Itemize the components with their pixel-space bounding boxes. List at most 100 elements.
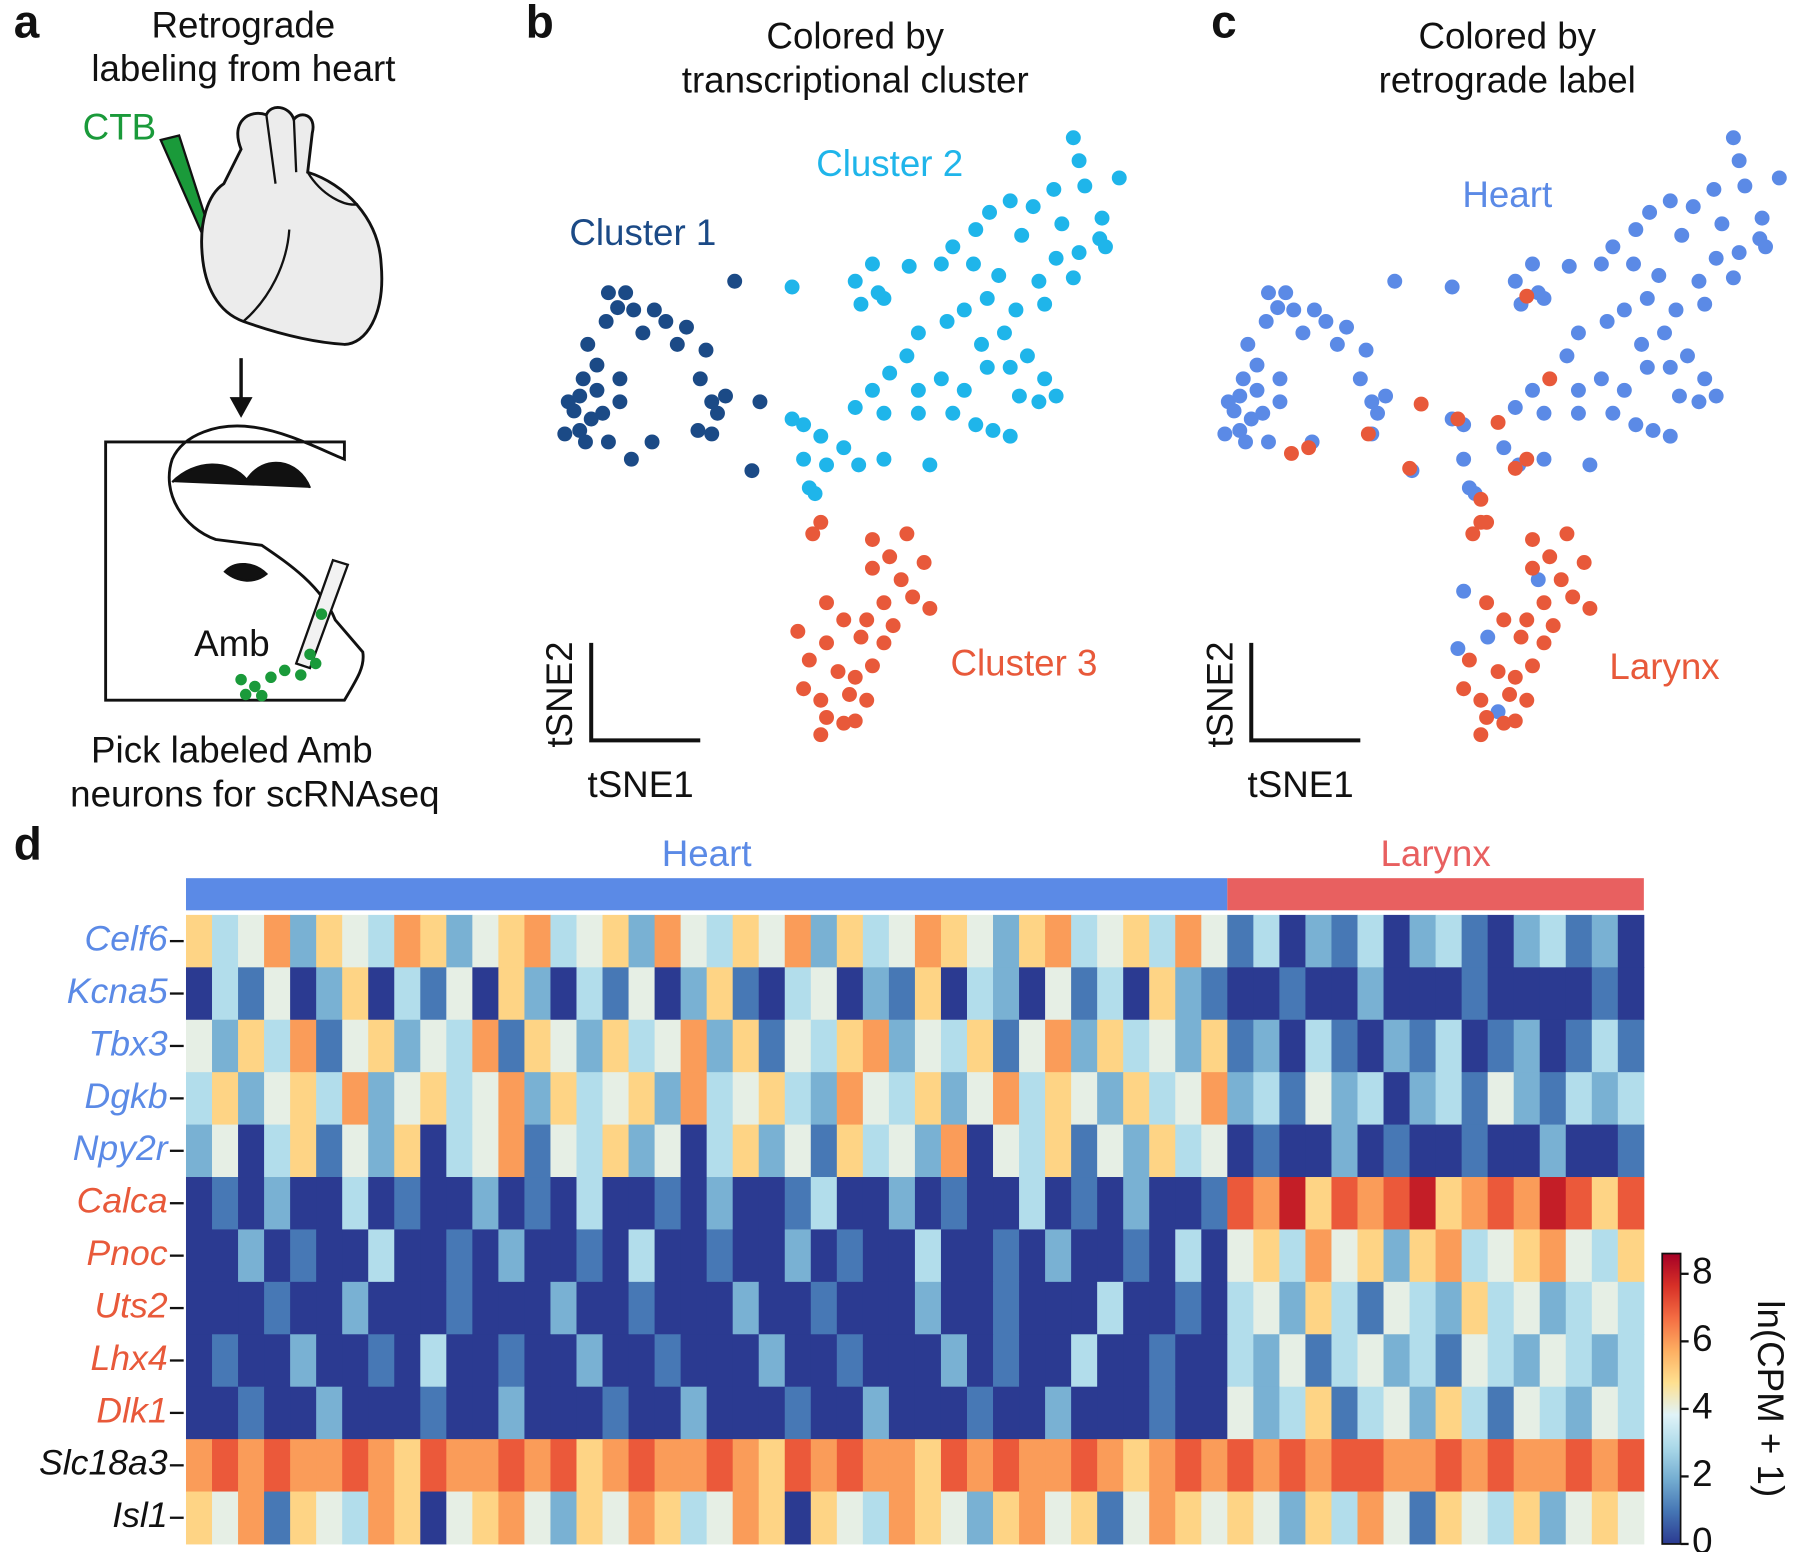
heatmap-cell	[888, 967, 916, 1021]
heatmap-cell	[1331, 1281, 1358, 1335]
heatmap-cell	[888, 1229, 916, 1283]
heatmap-cell	[836, 1019, 864, 1073]
heatmap-cell	[524, 1439, 551, 1493]
row-label: Isl1	[112, 1495, 167, 1535]
heatmap-cell	[524, 914, 551, 968]
point	[982, 204, 997, 220]
heatmap-cell	[1539, 1177, 1567, 1230]
heatmap-cell	[1409, 1281, 1437, 1335]
heatmap-cell	[1409, 1229, 1437, 1283]
heatmap-cell	[1513, 1229, 1541, 1283]
point	[882, 365, 898, 381]
heatmap-cell	[238, 967, 265, 1021]
heatmap-cell	[628, 1124, 656, 1178]
point	[819, 595, 834, 611]
heatmap-cell	[1331, 914, 1358, 968]
heatmap-cell	[1123, 1019, 1150, 1073]
heatmap-cell	[862, 914, 890, 968]
axis-label: tSNE2	[1199, 641, 1240, 747]
heatmap-cell	[1305, 1439, 1332, 1493]
heatmap-cell	[993, 1281, 1020, 1335]
heatmap-cell	[1201, 1177, 1228, 1230]
heatmap-cell	[1253, 967, 1280, 1021]
heatmap-cell	[1175, 1334, 1202, 1388]
point	[968, 222, 984, 238]
heatmap-cell	[342, 1229, 369, 1283]
point	[836, 612, 852, 628]
heatmap-cell	[1539, 1439, 1567, 1493]
heatmap-cell	[1357, 1177, 1384, 1230]
heatmap-cell	[1565, 1124, 1593, 1178]
heatmap-cell	[1591, 1334, 1619, 1388]
heatmap-cell	[1019, 967, 1046, 1021]
point	[899, 348, 915, 364]
heatmap-cell	[914, 1386, 942, 1440]
heatmap-cell	[1357, 1229, 1384, 1283]
heatmap-cell	[1435, 1229, 1463, 1283]
heatmap-cell	[550, 1072, 577, 1126]
heatmap-cell	[940, 1124, 968, 1178]
heatmap-cell	[836, 1124, 864, 1178]
point	[1479, 595, 1495, 611]
point	[968, 417, 984, 433]
heatmap-cell	[394, 1124, 421, 1178]
heatmap-cell	[1513, 1124, 1541, 1178]
heatmap-cell	[732, 914, 760, 968]
point	[1387, 273, 1403, 289]
heatmap-cell	[368, 1072, 395, 1126]
heatmap-cell	[706, 1281, 734, 1335]
heatmap-cell	[888, 1386, 916, 1440]
heatmap-cell	[654, 1439, 682, 1493]
heatmap-cell	[238, 1072, 265, 1126]
group-bar	[185, 878, 1228, 911]
point	[864, 658, 880, 674]
heatmap-cell	[576, 1124, 603, 1178]
heatmap-cell	[1279, 914, 1306, 968]
point	[718, 388, 733, 404]
point	[646, 302, 662, 318]
heatmap-cell	[1617, 1386, 1645, 1440]
heatmap-cell	[472, 1334, 499, 1388]
point	[1094, 210, 1110, 226]
heatmap-cell	[966, 1124, 994, 1178]
heatmap-cell	[810, 967, 838, 1021]
row-label: Uts2	[94, 1285, 167, 1325]
point	[704, 426, 720, 442]
point	[1249, 357, 1265, 373]
heatmap-cell	[680, 1124, 708, 1178]
heatmap-cell	[1513, 1177, 1541, 1230]
heatmap-cell	[1591, 1386, 1619, 1440]
heatmap-cell	[1409, 914, 1437, 968]
heatmap-cell	[1487, 1281, 1515, 1335]
heatmap-cell	[316, 1386, 343, 1440]
heatmap-cell	[1305, 1281, 1332, 1335]
row-label: Kcna5	[67, 971, 168, 1011]
heatmap-cell	[602, 1072, 630, 1126]
heatmap-cell	[1617, 914, 1645, 968]
heatmap-cell	[1201, 1019, 1228, 1073]
heatmap-cell	[446, 1334, 473, 1388]
heatmap-cell	[1357, 967, 1384, 1021]
heatmap-cell	[732, 1072, 760, 1126]
heatmap-cell	[1201, 1334, 1228, 1388]
heatmap-cell	[1045, 1072, 1072, 1126]
heatmap-cell	[1565, 1334, 1593, 1388]
heatmap-cell	[185, 1177, 213, 1230]
heatmap-cell	[212, 1019, 239, 1073]
point	[1519, 612, 1535, 628]
point	[836, 715, 852, 731]
point	[1217, 426, 1233, 442]
point	[1725, 130, 1741, 146]
heatmap-cell	[784, 1229, 812, 1283]
heatmap-cell	[784, 1281, 812, 1335]
point	[1226, 403, 1242, 419]
point	[1731, 245, 1747, 261]
point	[1697, 371, 1713, 387]
point	[1731, 153, 1747, 169]
heatmap-cell	[1097, 1386, 1124, 1440]
point	[635, 325, 651, 341]
panel-title: Colored by	[766, 16, 944, 57]
heatmap-cell	[290, 967, 317, 1021]
heatmap-cell	[914, 1334, 942, 1388]
point	[1651, 268, 1667, 283]
